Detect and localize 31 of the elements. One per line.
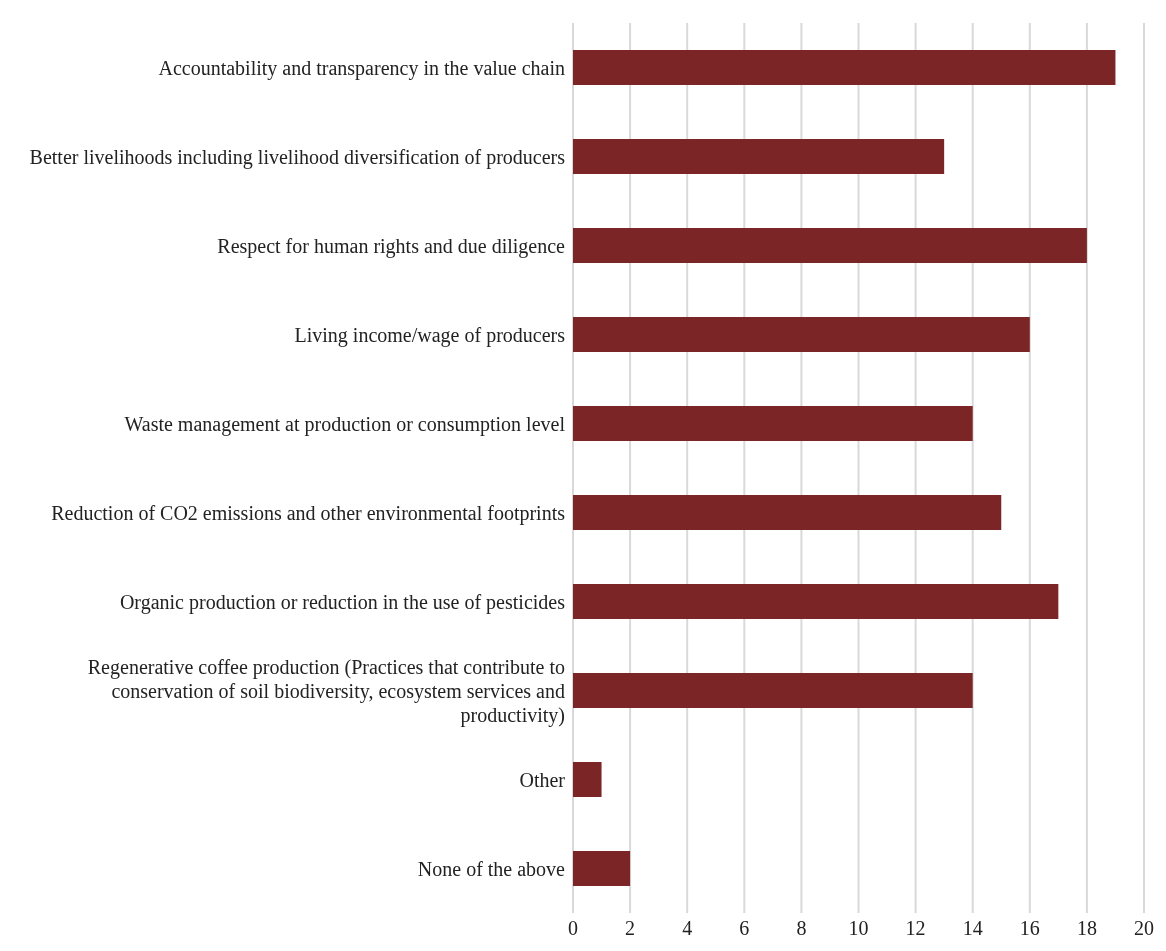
y-tick-label: Waste management at production or consumption level: [124, 412, 566, 436]
y-tick-label: Other: [519, 768, 566, 791]
bar: [573, 139, 945, 174]
x-tick-label: 14: [962, 917, 983, 940]
bar: [573, 317, 1030, 352]
x-tick-label: 18: [1076, 917, 1097, 940]
x-tick-label: 2: [625, 917, 636, 940]
x-tick-label: 16: [1019, 917, 1040, 940]
x-tick-label: 4: [682, 917, 693, 940]
y-tick-label: Living income/wage of producers: [294, 323, 566, 347]
y-tick-label: Accountability and transparency in the value chain: [158, 56, 565, 80]
bar: [573, 584, 1059, 619]
y-tick-label: Reduction of CO2 emissions and other environmental footprints: [51, 501, 566, 525]
bar: [573, 406, 973, 441]
x-tick-label: 12: [905, 917, 926, 940]
y-tick-label: Organic production or reduction in the use of pesticides: [119, 590, 566, 614]
bar: [573, 851, 631, 886]
bar: [573, 50, 1116, 85]
x-tick-label: 8: [796, 917, 807, 940]
y-tick-label: Better livelihoods including livelihood diversification of producers: [29, 145, 566, 169]
x-tick-label: 6: [739, 917, 750, 940]
x-tick-label: 20: [1134, 917, 1154, 940]
y-tick-label: None of the above: [417, 857, 566, 880]
bar: [573, 228, 1087, 263]
x-tick-label: 0: [568, 917, 578, 940]
y-tick-label: Respect for human rights and due diligence: [217, 234, 566, 258]
x-tick-label: 10: [848, 917, 869, 940]
bar: [573, 762, 602, 797]
bar: [573, 673, 973, 708]
bar: [573, 495, 1002, 530]
y-tick-label: Regenerative coffee production (Practices that contribute to conservation of soil biodiversity, ecosystem services and productivity): [87, 655, 565, 727]
